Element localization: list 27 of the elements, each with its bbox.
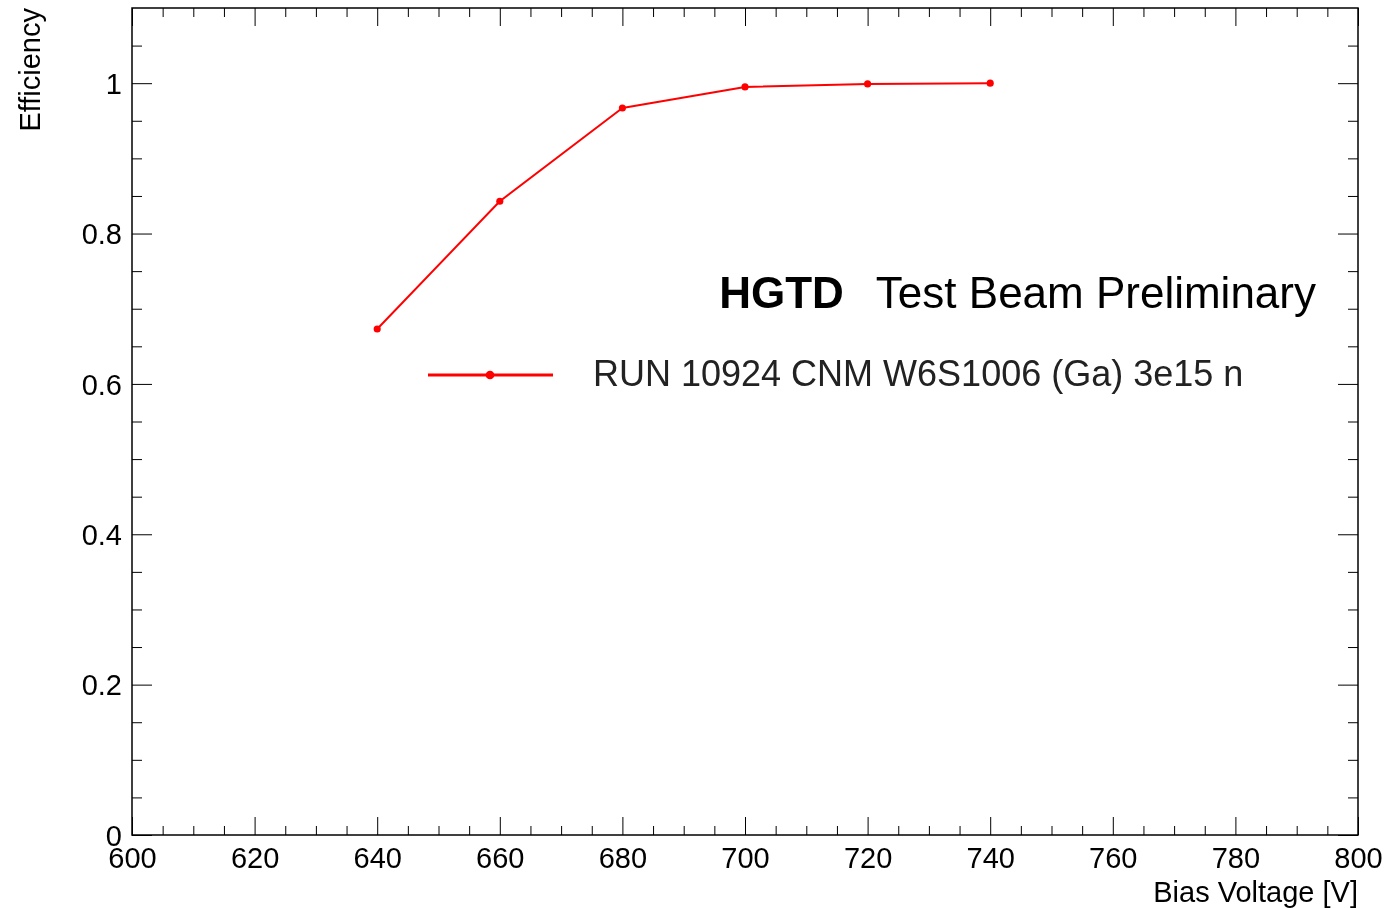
point — [373, 325, 381, 333]
legend: RUN 10924 CNM W6S1006 (Ga) 3e15 n — [428, 353, 1244, 394]
x-tick-label: 640 — [353, 842, 402, 875]
y-tick-label: 0.6 — [81, 368, 122, 401]
x-axis-title: Bias Voltage [V] — [1153, 876, 1358, 908]
y-axis-title: Efficiency — [14, 7, 46, 132]
x-tick-label: 760 — [1089, 842, 1138, 875]
x-tick-label: 780 — [1211, 842, 1261, 875]
y-tick-label: 0.8 — [81, 218, 122, 251]
y-tick-label: 0.2 — [81, 669, 122, 702]
x-tick-label: 660 — [476, 842, 525, 875]
x-tick-label: 800 — [1334, 842, 1383, 875]
point — [496, 197, 504, 205]
legend-label: RUN 10924 CNM W6S1006 (Ga) 3e15 n — [593, 353, 1244, 394]
x-tick-label: 680 — [598, 842, 648, 875]
x-tick-label: 620 — [230, 842, 280, 875]
point — [864, 80, 872, 88]
point — [618, 104, 626, 112]
annotation: HGTD — [719, 268, 844, 317]
x-tick-label: 700 — [721, 842, 770, 875]
point — [741, 83, 749, 91]
y-tick-label: 0.4 — [81, 518, 122, 551]
point — [986, 79, 994, 87]
annotation: Test Beam Preliminary — [875, 268, 1316, 317]
x-tick-label: 720 — [843, 842, 893, 875]
y-tick-label: 1 — [105, 67, 122, 100]
x-tick-label: 740 — [966, 842, 1015, 875]
